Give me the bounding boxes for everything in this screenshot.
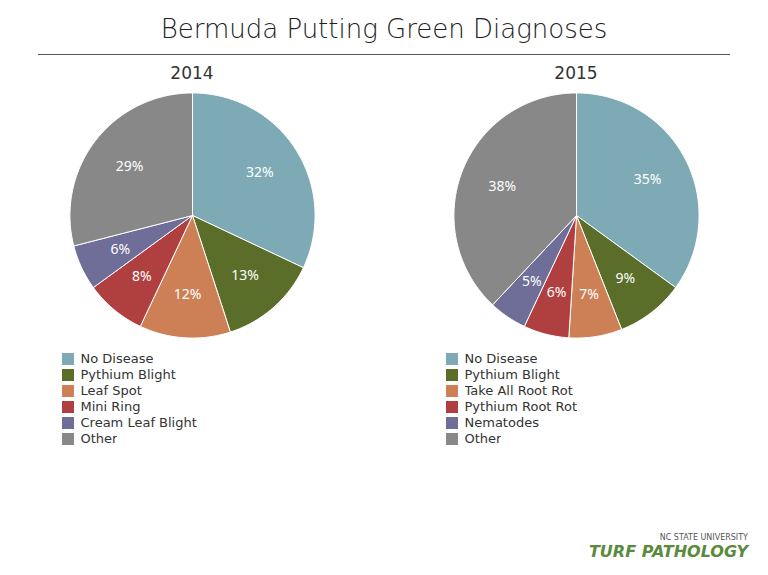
html-text:Leaf Spot: Leaf Spot bbox=[80, 383, 142, 398]
html-text:TURF PATHOLOGY: TURF PATHOLOGY bbox=[589, 542, 748, 561]
svg-text:12%: 12% bbox=[174, 284, 202, 303]
html-text:Pythium Blight: Pythium Blight bbox=[464, 367, 560, 382]
svg-text:8%: 8% bbox=[132, 266, 152, 285]
html-text:NC STATE UNIVERSITY: NC STATE UNIVERSITY bbox=[659, 533, 748, 542]
svg-text:32%: 32% bbox=[246, 162, 274, 181]
html-text:2014: 2014 bbox=[170, 63, 214, 83]
svg-text:5%: 5% bbox=[522, 271, 542, 290]
html-text:Nematodes: Nematodes bbox=[464, 415, 539, 430]
html-text:Mini Ring: Mini Ring bbox=[80, 399, 141, 414]
html-text:2015: 2015 bbox=[554, 63, 598, 83]
html-text:Take All Root Rot: Take All Root Rot bbox=[464, 383, 573, 398]
svg-text:6%: 6% bbox=[547, 282, 567, 301]
html-text:Bermuda Putting Green Diagnose: Bermuda Putting Green Diagnoses bbox=[160, 14, 608, 44]
svg-text:29%: 29% bbox=[116, 156, 144, 175]
html-text:Cream Leaf Blight: Cream Leaf Blight bbox=[80, 415, 197, 430]
svg-text:7%: 7% bbox=[579, 284, 599, 303]
svg-text:6%: 6% bbox=[111, 239, 131, 258]
svg-text:13%: 13% bbox=[231, 265, 259, 284]
html-text:No Disease: No Disease bbox=[80, 351, 154, 366]
svg-text:35%: 35% bbox=[634, 169, 662, 188]
html-text:Pythium Blight: Pythium Blight bbox=[80, 367, 176, 382]
html-text:Other: Other bbox=[464, 431, 502, 446]
html-text:No Disease: No Disease bbox=[464, 351, 538, 366]
html-text:Other: Other bbox=[80, 431, 118, 446]
svg-text:9%: 9% bbox=[615, 268, 635, 287]
svg-text:38%: 38% bbox=[489, 176, 517, 195]
html-text:Pythium Root Rot: Pythium Root Rot bbox=[464, 399, 578, 414]
